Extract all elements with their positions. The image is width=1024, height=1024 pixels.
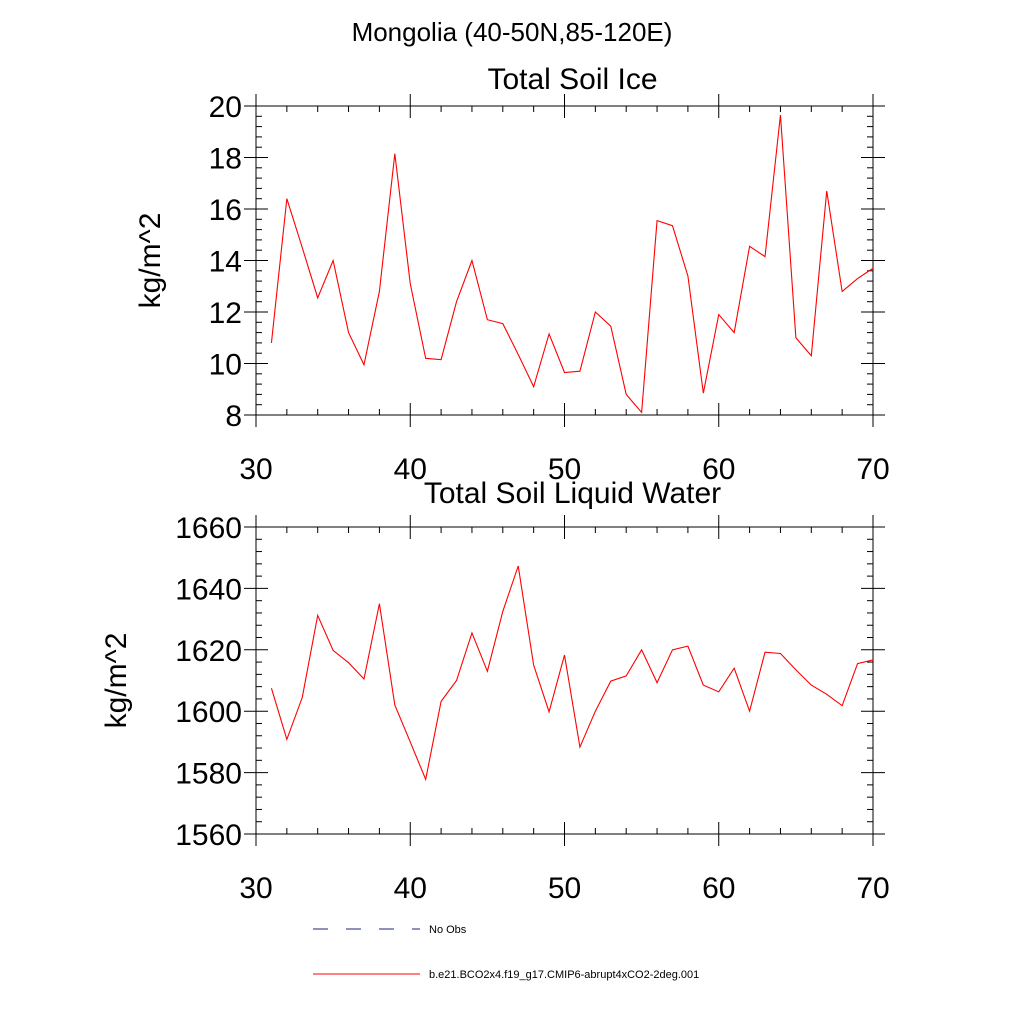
x-tick-label: 70 [856,872,889,905]
y-tick-label: 8 [225,400,242,433]
y-tick-label: 1620 [175,635,242,668]
x-tick-label: 50 [548,872,581,905]
chart-panel-soil-ice: 30 40 50 60 70 8 10 12 14 16 18 20 Total Soil Ice kg/… [134,63,890,486]
y-tick-label: 1640 [175,573,242,606]
x-tick-label: 30 [239,453,272,486]
x-tick-label: 30 [239,872,272,905]
series-line [270,114,874,414]
y-tick-label: 1660 [175,512,242,545]
y-tick-label: 14 [209,246,242,279]
y-tick-label: 1580 [175,758,242,791]
series-line [270,565,874,782]
y-tick-label: 18 [209,143,242,176]
plot-frame [255,105,874,416]
x-tick-label: 60 [702,872,735,905]
y-tick-label: 1560 [175,819,242,852]
chart-panel-soil-liquid-water: 30 40 50 60 70 1560 1580 1600 1620 1640 1660 Total … [100,477,890,905]
legend-label-no-obs: No Obs [429,924,467,936]
legend: No Obs b.e21.BCO2x4.f19_g17.CMIP6-abrupt… [313,924,699,981]
x-tick-label: 40 [394,453,427,486]
y-tick-label: 1600 [175,696,242,729]
y-axis-label: kg/m^2 [100,633,133,729]
y-tick-label: 12 [209,297,242,330]
y-tick-label: 10 [209,349,242,382]
figure-suptitle: Mongolia (40-50N,85-120E) [352,17,673,47]
y-axis-label: kg/m^2 [134,213,167,309]
x-tick-label: 50 [548,453,581,486]
chart-title: Total Soil Liquid Water [424,477,721,510]
chart-title: Total Soil Ice [487,63,657,96]
x-tick-label: 70 [856,453,889,486]
legend-label-model: b.e21.BCO2x4.f19_g17.CMIP6-abrupt4xCO2-2… [429,969,699,981]
x-tick-label: 60 [702,453,735,486]
x-tick-label: 40 [394,872,427,905]
y-tick-label: 16 [209,194,242,227]
plot-frame [255,526,874,835]
y-tick-label: 20 [209,91,242,124]
